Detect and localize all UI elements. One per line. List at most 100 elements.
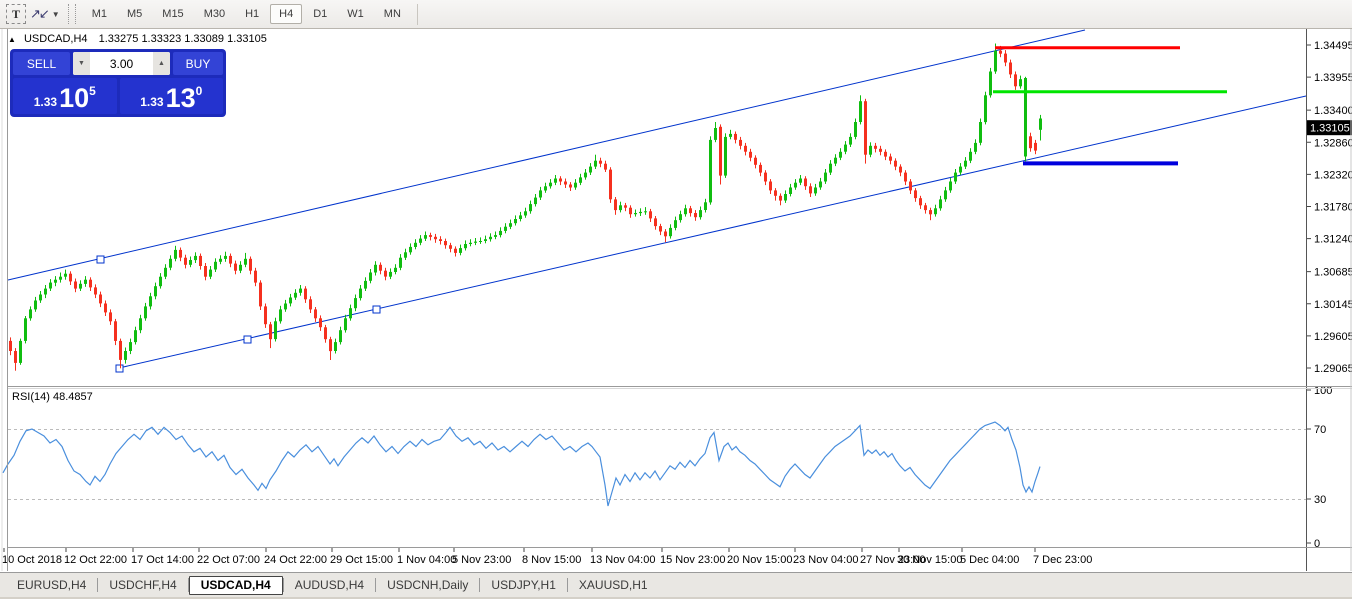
arrows-tool-button[interactable]: ↗↙ ▼	[30, 4, 60, 24]
rsi-scale-label: 0	[1314, 538, 1320, 550]
date-label: 27 Nov 23:00	[860, 554, 925, 566]
candlesticks	[9, 43, 1042, 371]
sell-price-pip: 5	[89, 84, 96, 98]
svg-text:1.29605: 1.29605	[1314, 331, 1352, 343]
buy-button[interactable]: BUY	[173, 52, 223, 75]
rsi-scale-label: 30	[1314, 494, 1326, 506]
date-label: 1 Nov 04:00	[397, 554, 456, 566]
svg-text:1.31240: 1.31240	[1314, 234, 1352, 246]
date-label: 30 Nov 15:00	[897, 554, 962, 566]
date-label: 17 Oct 14:00	[131, 554, 194, 566]
svg-text:1.34495: 1.34495	[1314, 40, 1352, 52]
svg-text:1.29065: 1.29065	[1314, 363, 1352, 375]
timeframe-button-M5[interactable]: M5	[127, 8, 143, 20]
toolbar-separator	[416, 3, 418, 25]
channel-upper-line[interactable]	[7, 29, 1086, 281]
current-price-value: 1.33105	[1310, 123, 1350, 135]
date-label: 10 Oct 2018	[2, 554, 62, 566]
channel-lower-line[interactable]	[118, 95, 1307, 369]
trendline-handle[interactable]	[243, 335, 252, 344]
tab-divider	[187, 578, 189, 592]
tab-divider	[479, 578, 481, 592]
buy-price-pip: 0	[195, 84, 203, 98]
chart-tab-USDCHF-H4[interactable]: USDCHF,H4	[109, 578, 177, 592]
svg-text:1.32320: 1.32320	[1314, 169, 1352, 181]
date-label: 15 Nov 23:00	[660, 554, 725, 566]
date-label: 23 Nov 04:00	[793, 554, 858, 566]
date-label: 7 Dec 23:00	[1033, 554, 1092, 566]
chart-tab-bar: EURUSD,H4 USDCHF,H4 USDCAD,H4 AUDUSD,H4 USDC…	[0, 572, 1352, 597]
timeframe-button-M1[interactable]: M1	[91, 8, 107, 20]
date-label: 22 Oct 07:00	[197, 554, 260, 566]
svg-text:1.30145: 1.30145	[1314, 299, 1352, 311]
sell-price-prefix: 1.33	[33, 95, 58, 109]
volume-value[interactable]: 3.00	[109, 56, 134, 71]
date-label: 24 Oct 22:00	[264, 554, 327, 566]
buy-price[interactable]: 1.33 13 0	[119, 78, 223, 114]
window-bottom-edge	[0, 597, 1352, 599]
svg-text:1.33400: 1.33400	[1314, 105, 1352, 117]
rsi-pane	[8, 389, 1306, 547]
timeframe-button-D1[interactable]: D1	[313, 8, 328, 20]
swap-arrows-icon: ↗↙	[30, 6, 50, 21]
text-label-tool-icon[interactable]: T	[6, 4, 26, 24]
date-label: 8 Nov 15:00	[522, 554, 581, 566]
chart-tab-USDCNH-Daily[interactable]: USDCNH,Daily	[387, 578, 469, 592]
buy-price-prefix: 1.33	[140, 95, 164, 109]
sell-button[interactable]: SELL	[13, 52, 70, 75]
date-axis: 10 Oct 2018 12 Oct 22:00 17 Oct 14:00 22 Oc…	[2, 548, 1092, 566]
chart-tab-USDJPY-H1[interactable]: USDJPY,H1	[491, 578, 556, 592]
chart-tab-EURUSD-H4[interactable]: EURUSD,H4	[17, 578, 87, 592]
one-click-trade-panel: SELL ▼ 3.00 ▲ BUY 1.33 10 5 1.33 13 0	[10, 49, 226, 117]
chevron-down-icon: ▼	[51, 9, 60, 19]
svg-text:1.32860: 1.32860	[1314, 137, 1352, 149]
current-price-tag	[1306, 120, 1352, 136]
timeframe-button-H4[interactable]: H4	[270, 4, 303, 24]
rsi-scale-label: 70	[1314, 424, 1326, 436]
trendline-handle[interactable]	[372, 305, 381, 314]
triangle-up-icon: ▲	[8, 35, 16, 44]
buy-price-big: 13	[165, 83, 196, 113]
timeframe-button-M30[interactable]: M30	[203, 8, 226, 20]
chart-tab-AUDUSD-H4[interactable]: AUDUSD,H4	[294, 578, 365, 592]
chart-tab-USDCAD-H4[interactable]: USDCAD,H4	[188, 575, 283, 595]
rsi-line	[2, 421, 1041, 507]
volume-stepper: ▼ 3.00 ▲	[73, 52, 170, 75]
timeframe-button-M15[interactable]: M15	[162, 8, 184, 20]
timeframe-buttons: M1 M5 M15 M30 H1 H4 D1 W1 MN	[82, 4, 411, 24]
chart-symbol: USDCAD,H4	[23, 33, 88, 45]
trendline-handle[interactable]	[115, 364, 124, 373]
sell-price[interactable]: 1.33 10 5	[13, 78, 117, 114]
date-label: 5 Dec 04:00	[960, 554, 1019, 566]
date-label: 5 Nov 23:00	[452, 554, 511, 566]
timeframe-button-MN[interactable]: MN	[383, 8, 401, 20]
price-scale-area	[1306, 29, 1352, 571]
svg-text:1.31780: 1.31780	[1314, 202, 1352, 214]
tab-divider	[282, 578, 284, 592]
date-label: 12 Oct 22:00	[64, 554, 127, 566]
chart-tab-XAUUSD-H1[interactable]: XAUUSD,H1	[578, 578, 648, 592]
svg-text:1.30685: 1.30685	[1314, 267, 1352, 279]
rsi-indicator-label: RSI(14) 48.4857	[12, 391, 93, 403]
equidistant-channel[interactable]	[7, 29, 1307, 373]
date-scale-area	[0, 547, 1352, 571]
tab-divider	[375, 578, 377, 592]
tab-divider	[566, 578, 568, 592]
toolbar-grip[interactable]	[67, 4, 76, 24]
sell-price-big: 10	[59, 83, 90, 113]
date-label: 20 Nov 15:00	[727, 554, 792, 566]
volume-decrease-button[interactable]: ▼	[73, 52, 90, 75]
date-label: 13 Nov 04:00	[590, 554, 655, 566]
chart-title: ▲ USDCAD,H4 1.33275 1.33323 1.33089 1.33…	[8, 33, 267, 45]
chart-ohlc-values: 1.33275 1.33323 1.33089 1.33105	[98, 33, 267, 45]
timeframe-button-H1[interactable]: H1	[245, 8, 260, 20]
volume-increase-button[interactable]: ▲	[153, 52, 170, 75]
tab-divider	[97, 578, 99, 592]
trendline-handle[interactable]	[96, 255, 105, 264]
top-toolbar: T ↗↙ ▼ M1 M5 M15 M30 H1 H4 D1 W1 MN	[0, 0, 1352, 29]
svg-text:1.33955: 1.33955	[1314, 72, 1352, 84]
timeframe-button-W1[interactable]: W1	[347, 8, 364, 20]
date-label: 29 Oct 15:00	[330, 554, 393, 566]
